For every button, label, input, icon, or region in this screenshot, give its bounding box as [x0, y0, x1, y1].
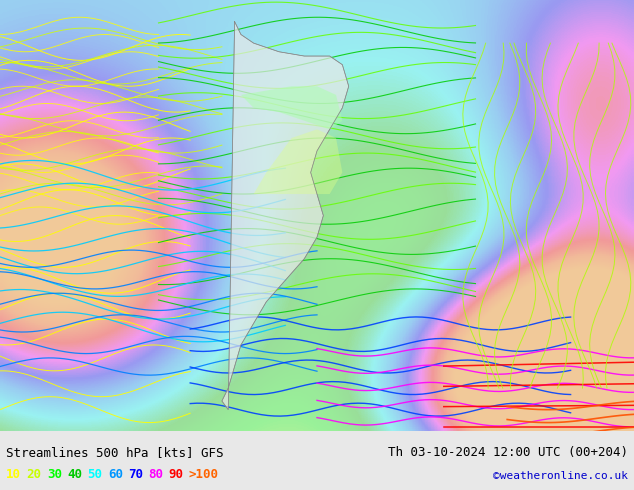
Text: 80: 80: [148, 468, 164, 481]
Polygon shape: [241, 86, 342, 129]
Text: ©weatheronline.co.uk: ©weatheronline.co.uk: [493, 471, 628, 481]
Text: 30: 30: [47, 468, 62, 481]
Text: Th 03-10-2024 12:00 UTC (00+204): Th 03-10-2024 12:00 UTC (00+204): [387, 446, 628, 459]
Text: 50: 50: [87, 468, 103, 481]
Text: 20: 20: [27, 468, 42, 481]
Text: 10: 10: [6, 468, 22, 481]
Text: Streamlines 500 hPa [kts] GFS: Streamlines 500 hPa [kts] GFS: [6, 446, 224, 459]
Text: >100: >100: [189, 468, 219, 481]
Polygon shape: [254, 129, 342, 194]
Text: 70: 70: [128, 468, 143, 481]
Text: 90: 90: [169, 468, 184, 481]
Polygon shape: [222, 22, 349, 410]
Text: 60: 60: [108, 468, 123, 481]
Text: 40: 40: [67, 468, 82, 481]
